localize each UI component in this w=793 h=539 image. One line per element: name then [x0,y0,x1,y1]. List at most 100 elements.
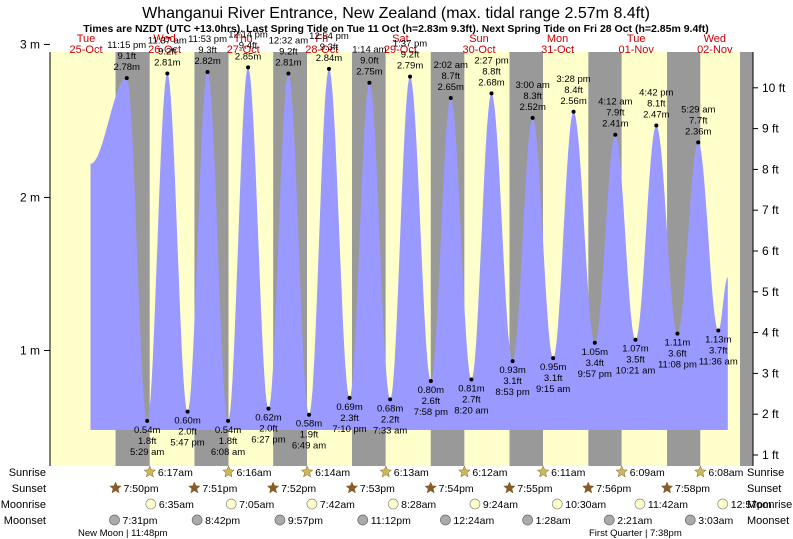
tide-point [388,397,393,402]
sunset-icon [345,481,359,494]
day-date: 26-Oct [148,44,181,56]
tide-ft: 3.7ft [709,346,728,357]
tide-m: 0.69m [336,402,362,413]
day-date: 25-Oct [69,44,102,56]
moonset-time: 12:24am [453,515,494,527]
sunrise-time: 6:08am [708,467,743,479]
tide-ft: 9.2ft [401,50,420,61]
day-name: Sun [469,33,489,45]
tide-time: 11:53 pm [188,34,227,45]
tide-m: 2.68m [478,77,504,88]
day-name: Wed [153,33,175,45]
tide-time: 1:14 am [352,45,386,56]
tide-time: 6:49 am [292,441,326,452]
tide-m: 2.78m [114,62,140,73]
tide-point [307,412,312,417]
sunset-time: 7:58pm [675,483,710,495]
moonrise-time: 11:42am [648,499,688,511]
y-tick-label-m: 1 m [20,343,40,357]
tide-point [551,356,556,361]
tide-time: 3:28 pm [556,74,590,85]
moonset-time: 1:28am [536,515,571,527]
tide-time: 7:33 am [373,425,407,436]
tide-point [675,331,680,336]
tide-ft: 8.4ft [564,85,583,96]
moonset-time: 11:12pm [371,515,411,527]
sunset-icon [581,481,595,494]
sunset-time: 7:54pm [439,483,474,495]
tide-ft: 7.9ft [606,108,625,119]
tide-ft: 3.5ft [626,355,645,366]
tide-time: 6:27 pm [251,435,285,446]
sunrise-time: 6:17am [158,467,193,479]
tide-ft: 2.0ft [259,424,278,435]
sunset-time: 7:56pm [596,483,631,495]
tide-m: 2.41m [602,119,628,130]
tide-point [654,123,659,128]
moonrise-time: 12:57pm [731,499,772,511]
astro-rows: 6:17am 6:16am 6:14am 6:13am 6:12am 6:11am 6:09… [109,465,772,527]
sunrise-icon [458,465,471,478]
tide-m: 2.79m [397,61,423,72]
sunrise-icon [615,465,629,478]
tide-time: 5:29 am [130,447,164,458]
y-tick-label-ft: 2 ft [762,407,779,421]
moonrise-time: 6:35am [159,499,194,511]
y-tick-label-m: 2 m [20,190,40,204]
moonrise-time: 8:28am [401,499,436,511]
tide-point [266,406,271,411]
day-name: Fri [315,33,328,45]
tide-time: 4:12 am [598,97,632,108]
tide-m: 1.05m [582,347,608,358]
sunset-time: 7:55pm [517,483,552,495]
sunrise-icon [143,465,157,478]
tide-time: 7:58 pm [414,407,448,418]
sunrise-time: 6:14am [315,467,350,479]
tide-time: 9:57 pm [578,369,612,380]
tide-point [246,65,251,70]
tide-m: 0.68m [377,403,403,414]
tide-point [408,74,413,79]
tide-ft: 3.6ft [668,349,687,360]
right-night-edge [740,52,753,466]
day-name: Tue [627,33,646,45]
tide-time: 1:37 pm [393,39,427,50]
day-date: 29-Oct [384,44,417,56]
row-labels: Sunrise Sunrise Sunset Sunset Moonrise Moonri… [1,467,793,527]
y-tick-label-ft: 3 ft [762,366,779,380]
axes: 1 m 2 m 3 m 1 ft 2 ft 3 ft 4 ft 5 ft 6 ft 7 ft 8 f… [20,37,786,466]
tide-time: 12:54 pm [309,31,349,42]
tide-point [510,359,515,364]
tide-point [428,379,433,384]
tide-time: 11:36 am [699,357,738,368]
tide-point [530,115,535,120]
sunset-icon [187,481,201,494]
tide-point [185,409,190,414]
sunrise-time: 6:12am [472,467,507,479]
tide-m: 2.75m [356,67,382,78]
water-area [90,67,728,431]
tide-ft: 1.8ft [138,436,157,447]
sunrise-icon [222,465,235,478]
tide-time: 11:37 am [148,36,187,47]
moonrise-icon [634,498,646,510]
tide-m: 2.85m [235,51,261,62]
tide-point [347,395,352,400]
tide-m: 2.81m [275,58,301,69]
tide-m: 0.95m [540,362,566,373]
y-tick-label-ft: 1 ft [762,448,779,462]
tide-m: 0.81m [458,384,484,395]
tide-time: 7:10 pm [332,424,366,435]
tide-m: 1.13m [705,335,731,346]
tide-ft: 9.3ft [198,45,217,56]
day-name: Mon [547,33,568,45]
tide-m: 2.84m [316,53,342,64]
tide-ft: 8.8ft [482,66,501,77]
tide-point [286,71,291,76]
tide-m: 2.81m [154,58,180,69]
tide-m: 2.52m [519,102,545,113]
sunrise-time: 6:16am [236,467,271,479]
tide-point [716,328,721,333]
tide-ft: 9.3ft [320,42,339,53]
day-name: Wed [704,33,726,45]
